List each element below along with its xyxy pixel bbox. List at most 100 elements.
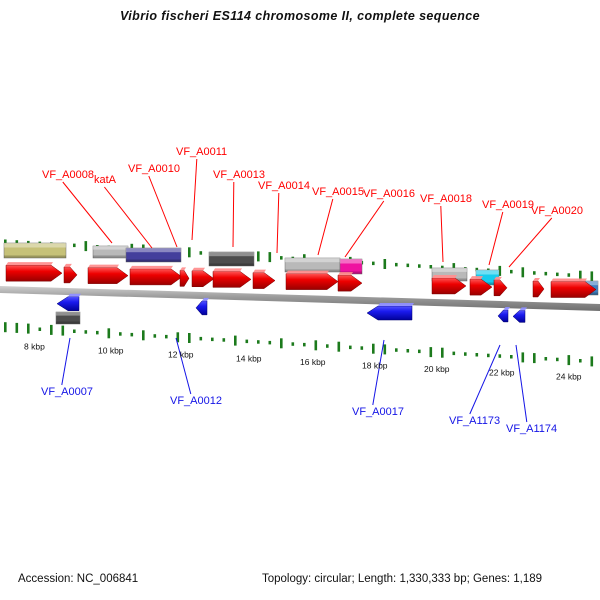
reverse-gene-arrow[interactable]: [512, 307, 527, 323]
sequence-tick: [521, 352, 525, 363]
gene-label[interactable]: VF_A0007: [41, 386, 93, 398]
gene-label[interactable]: VF_A0020: [531, 205, 583, 217]
reverse-gene-arrow[interactable]: [195, 297, 209, 316]
forward-gene-label-vf_a0019[interactable]: VF_A0019: [482, 199, 534, 266]
leader-line: [372, 339, 385, 406]
sequence-tick: [15, 322, 19, 333]
gene-domain-box: [339, 258, 363, 275]
sequence-tick: [544, 357, 548, 361]
forward-gene-label-vf_a0015[interactable]: VF_A0015: [312, 186, 364, 256]
gene-label[interactable]: VF_A0019: [482, 199, 534, 211]
gene-label[interactable]: VF_A0014: [258, 180, 310, 192]
forward-gene-layer[interactable]: [5, 262, 597, 298]
sequence-tick: [73, 243, 76, 248]
forward-gene-arrow[interactable]: [63, 263, 78, 284]
sequence-tick: [498, 354, 502, 358]
forward-gene-arrow[interactable]: [337, 272, 363, 292]
sequence-tick: [395, 262, 398, 267]
sequence-tick: [280, 338, 283, 349]
gene-label[interactable]: VF_A0018: [420, 193, 472, 205]
sequence-axis: [0, 286, 600, 311]
gene-label[interactable]: VF_A0013: [213, 169, 265, 181]
forward-gene-label-vf_a0011[interactable]: VF_A0011: [176, 146, 227, 241]
reverse-gene-label-vf_a0012[interactable]: VF_A0012: [170, 337, 222, 407]
gene-label[interactable]: VF_A1174: [506, 423, 557, 435]
forward-gene-arrow[interactable]: [285, 270, 339, 290]
forward-gene-arrow[interactable]: [493, 276, 508, 297]
gene-domain-box: [125, 247, 182, 263]
gene-label[interactable]: VF_A1173: [449, 415, 500, 427]
leader-line: [62, 181, 113, 244]
reverse-gene-arrow[interactable]: [366, 303, 414, 321]
forward-gene-arrow[interactable]: [469, 276, 493, 296]
scale-label-layer: 8 kbp 10 kbp 12 kbp 14 kbp 16 kbp 18 kbp 20 kb…: [24, 341, 582, 381]
gene-label[interactable]: VF_A0016: [363, 188, 415, 200]
forward-gene-label-vf_a0008[interactable]: VF_A0008: [42, 169, 113, 244]
sequence-tick: [510, 269, 513, 274]
sequence-tick: [429, 347, 433, 358]
sequence-tick: [383, 259, 387, 269]
accession-text: Accession: NC_006841: [18, 573, 139, 585]
gene-label[interactable]: katA: [94, 174, 117, 186]
forward-gene-arrow[interactable]: [87, 264, 129, 284]
leader-line: [515, 344, 528, 423]
gene-label[interactable]: VF_A0010: [128, 163, 180, 175]
forward-gene-arrow[interactable]: [179, 267, 190, 287]
gene-label[interactable]: VF_A0012: [170, 395, 222, 407]
reverse-gene-arrow[interactable]: [56, 293, 81, 311]
reverse-gene-label-vf_a1174[interactable]: VF_A1174: [506, 344, 557, 435]
reverse-label-layer[interactable]: VF_A0007 VF_A0012 VF_A0017 VF_A1173 VF_A1174: [41, 337, 557, 435]
forward-gene-label-vf_a0016[interactable]: VF_A0016: [344, 188, 415, 258]
gene-label[interactable]: VF_A0011: [176, 146, 227, 158]
sequence-tick: [314, 340, 318, 351]
gene-label[interactable]: VF_A0008: [42, 169, 94, 181]
forward-gene-label-vf_a0018[interactable]: VF_A0018: [420, 193, 472, 263]
sequence-tick: [441, 347, 444, 358]
sequence-tick: [590, 356, 594, 367]
forward-label-layer[interactable]: VF_A0008 katAVF_A0010VF_A0011VF_A0013VF_A…: [42, 146, 583, 268]
reverse-gene-label-vf_a0017[interactable]: VF_A0017: [352, 339, 404, 418]
forward-gene-arrow[interactable]: [212, 268, 252, 288]
sequence-tick: [475, 353, 479, 357]
forward-gene-arrow[interactable]: [252, 269, 276, 289]
sequence-tick: [475, 267, 479, 272]
sequence-tick: [418, 264, 421, 268]
scale-tick-label: 24 kbp: [556, 372, 582, 382]
sequence-tick: [418, 349, 421, 354]
sequence-tick: [84, 241, 88, 252]
reverse-gene-arrow[interactable]: [497, 306, 510, 323]
sequence-tick: [429, 265, 433, 269]
forward-gene-label-vf_a0020[interactable]: VF_A0020: [508, 205, 583, 268]
scale-tick-label: 16 kbp: [300, 357, 326, 367]
genome-map-canvas[interactable]: VF_A0008 katAVF_A0010VF_A0011VF_A0013VF_A…: [0, 0, 600, 470]
reverse-gene-layer[interactable]: [56, 293, 527, 323]
forward-gene-arrow[interactable]: [532, 277, 545, 298]
forward-gene-arrow[interactable]: [550, 278, 597, 298]
sequence-tick: [61, 325, 65, 336]
scale-tick-label: 18 kbp: [362, 361, 388, 371]
leader-line: [344, 200, 385, 258]
forward-gene-label-kata[interactable]: katA: [94, 174, 153, 249]
sequence-tick: [441, 265, 444, 270]
sequence-tick: [199, 336, 203, 341]
forward-gene-arrow[interactable]: [191, 267, 215, 288]
forward-gene-arrow[interactable]: [431, 274, 467, 295]
forward-gene-arrow[interactable]: [129, 265, 183, 286]
sequence-tick: [119, 332, 122, 336]
sequence-tick: [4, 239, 7, 243]
leader-line: [61, 337, 71, 386]
sequence-tick: [222, 338, 226, 342]
forward-gene-arrow[interactable]: [5, 262, 63, 282]
gene-label[interactable]: VF_A0015: [312, 186, 364, 198]
sequence-tick: [395, 348, 398, 352]
leader-line: [317, 198, 334, 256]
forward-gene-label-vf_a0010[interactable]: VF_A0010: [128, 163, 180, 248]
forward-gene-label-vf_a0013[interactable]: VF_A0013: [213, 169, 265, 248]
reverse-gene-label-vf_a0007[interactable]: VF_A0007: [41, 337, 93, 398]
forward-gene-label-vf_a0014[interactable]: VF_A0014: [258, 180, 310, 254]
leader-line: [440, 205, 444, 263]
gene-domain-box: [208, 251, 255, 267]
gene-label[interactable]: VF_A0017: [352, 406, 404, 418]
reverse-gene-label-vf_a1173[interactable]: VF_A1173: [449, 344, 501, 427]
leader-line: [469, 344, 501, 415]
